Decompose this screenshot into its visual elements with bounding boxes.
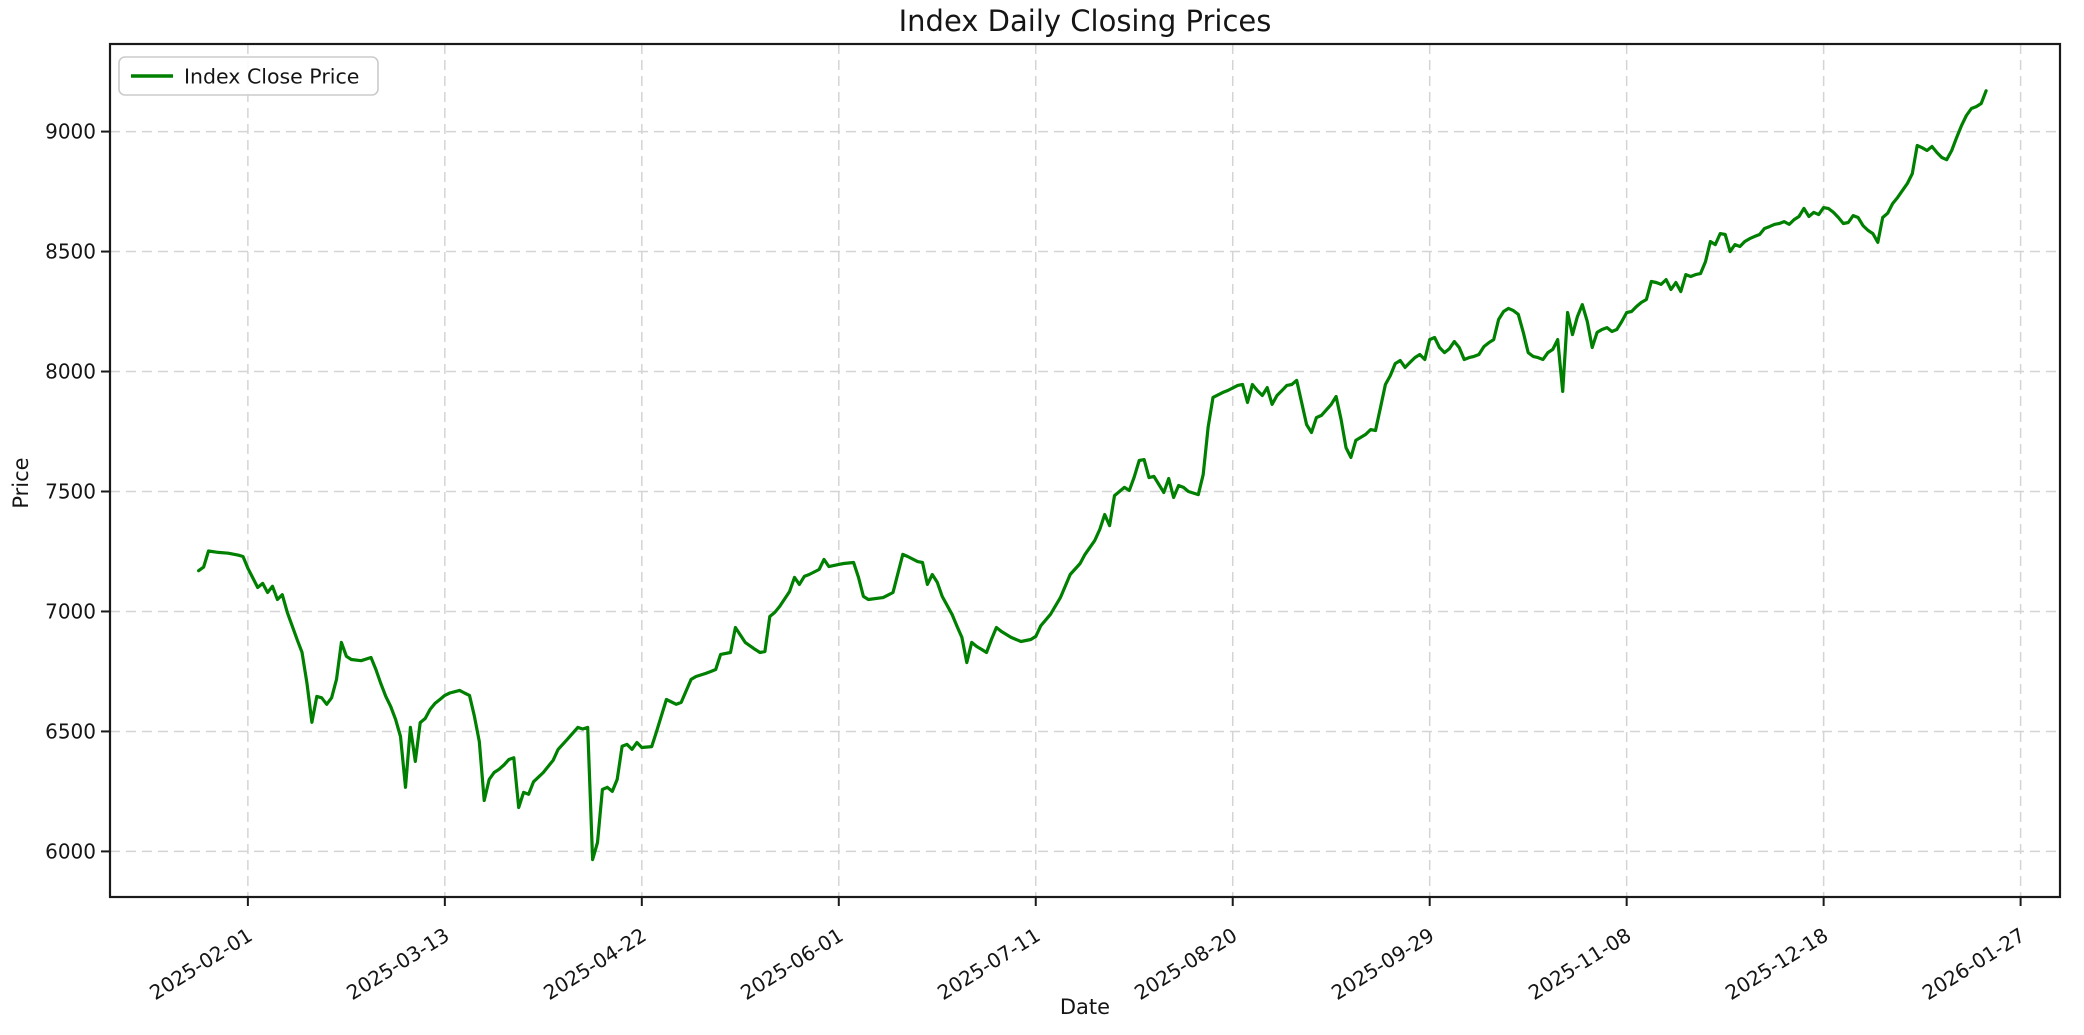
series-layer	[197, 89, 1988, 862]
legend-box	[118, 56, 379, 96]
grid-layer	[110, 44, 2060, 897]
y-axis-label: Price	[9, 457, 33, 508]
y-tick-labels: 6000 6500 7000 7500 8000 8500 9000	[45, 120, 96, 864]
y-tick-label: 7000	[45, 599, 96, 623]
tick-marks	[101, 130, 2022, 906]
legend-label: Index Close Price	[184, 65, 359, 89]
y-tick-label: 6500	[45, 719, 96, 743]
x-axis-label: Date	[1060, 995, 1110, 1019]
y-tick-label: 6000	[45, 839, 96, 863]
legend: Index Close Price	[118, 56, 379, 96]
y-tick-label: 9000	[45, 120, 96, 144]
price-line-series	[197, 89, 1988, 862]
y-tick-label: 8000	[45, 360, 96, 384]
plot-border	[108, 42, 2062, 899]
y-tick-label: 8500	[45, 240, 96, 264]
chart-title: Index Daily Closing Prices	[899, 4, 1272, 38]
y-tick-label: 7500	[45, 479, 96, 503]
